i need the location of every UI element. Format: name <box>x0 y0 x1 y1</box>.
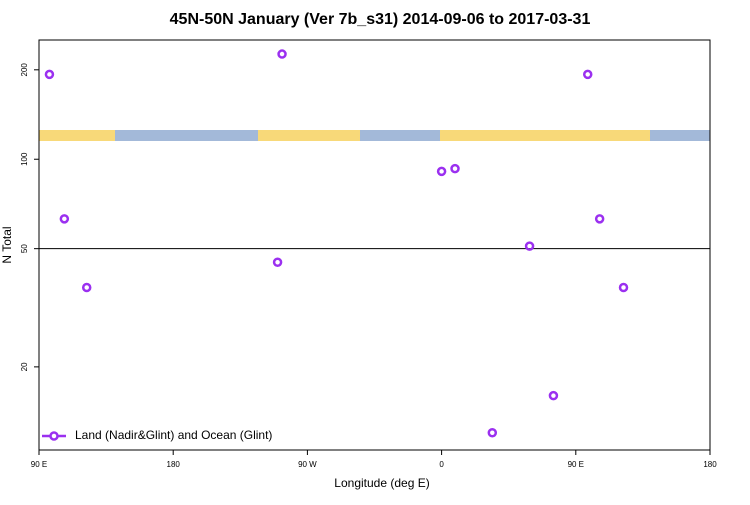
point <box>272 257 283 268</box>
map-strip <box>39 130 710 141</box>
y-tick-label: 20 <box>20 362 29 371</box>
x-tick-label: 0 <box>439 460 444 469</box>
point <box>548 390 559 401</box>
x-tick-label: 90 W <box>298 460 317 469</box>
point <box>582 69 593 80</box>
point <box>618 282 629 293</box>
point <box>81 282 92 293</box>
point <box>450 163 460 174</box>
y-axis-label: N Total <box>0 226 14 263</box>
legend-label: Land (Nadir&Glint) and Ocean (Glint) <box>75 428 272 442</box>
y-tick-label: 200 <box>20 63 29 77</box>
x-tick-label: 180 <box>703 460 717 469</box>
x-axis-label: Longitude (deg E) <box>334 476 429 490</box>
x-tick-label: 180 <box>167 460 181 469</box>
point <box>524 241 535 251</box>
legend-marker <box>49 431 59 441</box>
point <box>277 49 287 59</box>
x-tick-label: 90 E <box>31 460 47 469</box>
point <box>436 166 447 177</box>
y-tick-label: 100 <box>20 152 29 166</box>
x-tick-label: 90 E <box>568 460 584 469</box>
point <box>487 428 498 438</box>
y-tick-label: 50 <box>20 244 29 253</box>
point <box>59 214 70 224</box>
point <box>44 69 55 80</box>
point <box>594 214 605 224</box>
plot-frame <box>38 39 711 451</box>
chart-title: 45N-50N January (Ver 7b_s31) 2014-09-06 … <box>170 11 591 28</box>
